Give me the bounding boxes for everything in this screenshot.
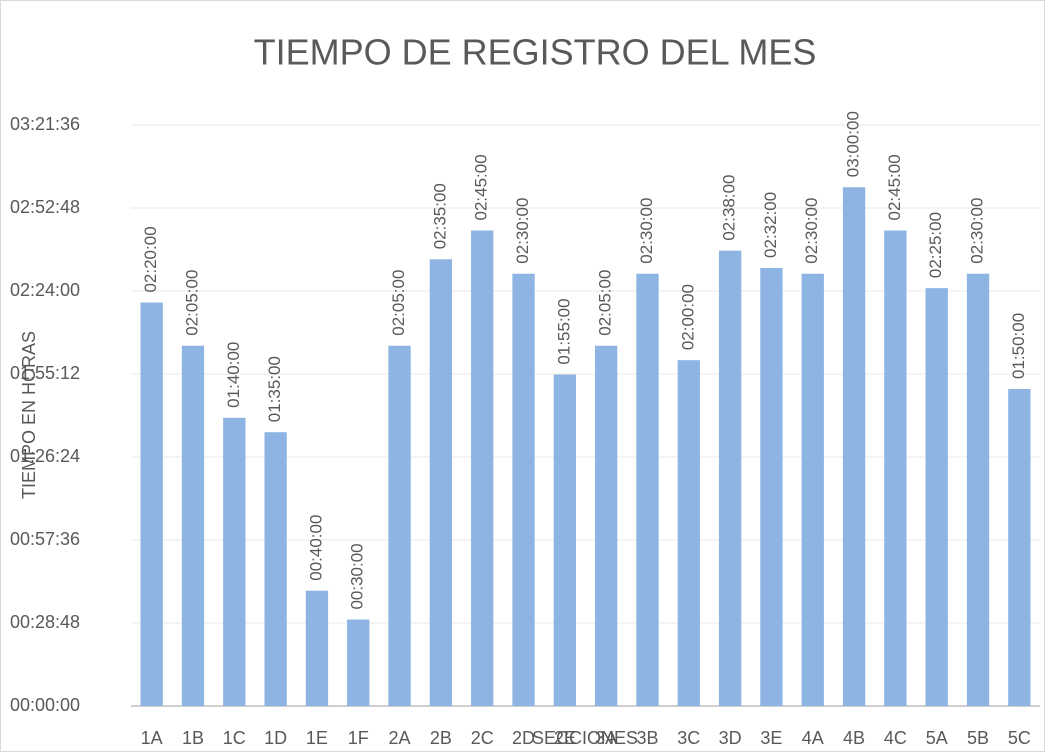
y-tick-label: 02:52:48: [10, 197, 80, 217]
x-tick-label: 2E: [554, 728, 576, 748]
value-label: 01:55:00: [554, 298, 573, 364]
bar: [347, 619, 370, 706]
x-tick-label: 4B: [843, 728, 865, 748]
value-label: 02:38:00: [720, 174, 739, 240]
x-tick-label: 3E: [760, 728, 782, 748]
x-tick-label: 1C: [223, 728, 246, 748]
x-tick-label: 3B: [636, 728, 658, 748]
bar: [305, 590, 329, 706]
value-label: 02:25:00: [926, 212, 945, 278]
y-axis-label: TIEMPO EN HORAS: [19, 331, 39, 499]
bar: [801, 273, 824, 706]
bar: [677, 360, 700, 706]
bar: [595, 345, 618, 706]
bar: [884, 230, 907, 706]
x-tick-label: 5B: [967, 728, 989, 748]
bar: [718, 250, 742, 706]
x-tick-label: 3A: [595, 728, 617, 748]
x-tick-label: 2D: [512, 728, 535, 748]
x-tick-label: 2B: [430, 728, 452, 748]
bar: [471, 230, 494, 706]
bar: [388, 345, 411, 706]
value-label: 01:50:00: [1009, 313, 1028, 379]
value-label: 02:00:00: [678, 284, 697, 350]
x-tick-label: 2A: [389, 728, 411, 748]
value-label: 02:30:00: [513, 198, 532, 264]
value-label: 02:35:00: [430, 183, 449, 249]
value-label: 00:40:00: [306, 515, 325, 581]
bar: [842, 187, 866, 706]
x-tick-label: 4C: [884, 728, 907, 748]
x-tick-label: 5C: [1008, 728, 1031, 748]
bar: [636, 273, 659, 706]
value-label: 02:32:00: [761, 192, 780, 258]
y-tick-label: 03:21:36: [10, 114, 80, 134]
value-label: 02:30:00: [802, 198, 821, 264]
bar: [1008, 388, 1031, 706]
value-label: 02:05:00: [182, 270, 201, 336]
y-tick-label: 01:55:12: [10, 363, 80, 383]
value-label: 02:45:00: [472, 154, 491, 220]
y-tick-label: 00:57:36: [10, 529, 80, 549]
chart-title: TIEMPO DE REGISTRO DEL MES: [254, 32, 817, 73]
x-tick-label: 1A: [141, 728, 163, 748]
x-tick-label: 1D: [264, 728, 287, 748]
x-tick-label: 3C: [677, 728, 700, 748]
bar: [760, 267, 783, 706]
y-tick-label: 02:24:00: [10, 280, 80, 300]
bar: [512, 273, 535, 706]
bar: [429, 259, 453, 706]
value-label: 01:40:00: [224, 342, 243, 408]
value-label: 02:05:00: [596, 270, 615, 336]
value-label: 02:30:00: [637, 198, 656, 264]
value-label: 02:20:00: [141, 226, 160, 292]
bar: [925, 288, 948, 706]
x-tick-label: 1E: [306, 728, 328, 748]
x-tick-label: 3D: [719, 728, 742, 748]
x-axis-label: SECCIONES: [532, 728, 638, 748]
value-label: 02:45:00: [885, 154, 904, 220]
x-tick-label: 5A: [926, 728, 948, 748]
bar: [140, 302, 163, 706]
x-tick-label: 1B: [182, 728, 204, 748]
x-tick-label: 4A: [802, 728, 824, 748]
value-label: 02:05:00: [389, 270, 408, 336]
value-label: 03:00:00: [844, 111, 863, 177]
y-tick-label: 01:26:24: [10, 446, 80, 466]
x-tick-label: 2C: [471, 728, 494, 748]
value-label: 00:30:00: [348, 543, 367, 609]
bar: [966, 273, 990, 706]
bar: [223, 417, 246, 706]
y-tick-label: 00:00:00: [10, 695, 80, 715]
x-tick-label: 1F: [348, 728, 369, 748]
value-label: 02:30:00: [968, 198, 987, 264]
bar: [553, 374, 576, 706]
bar: [264, 432, 287, 706]
y-tick-label: 00:28:48: [10, 612, 80, 632]
bar: [181, 345, 205, 706]
value-label: 01:35:00: [265, 356, 284, 422]
